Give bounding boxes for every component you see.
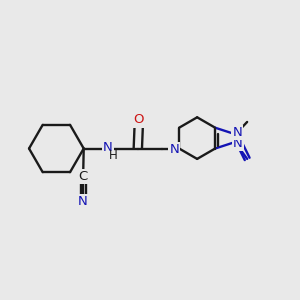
Text: N: N	[103, 141, 113, 154]
Text: N: N	[232, 126, 242, 139]
Text: N: N	[169, 143, 179, 156]
Text: O: O	[134, 113, 144, 127]
Text: C: C	[79, 170, 88, 183]
Text: N: N	[233, 137, 243, 150]
Text: N: N	[78, 195, 88, 208]
Text: H: H	[110, 148, 118, 162]
